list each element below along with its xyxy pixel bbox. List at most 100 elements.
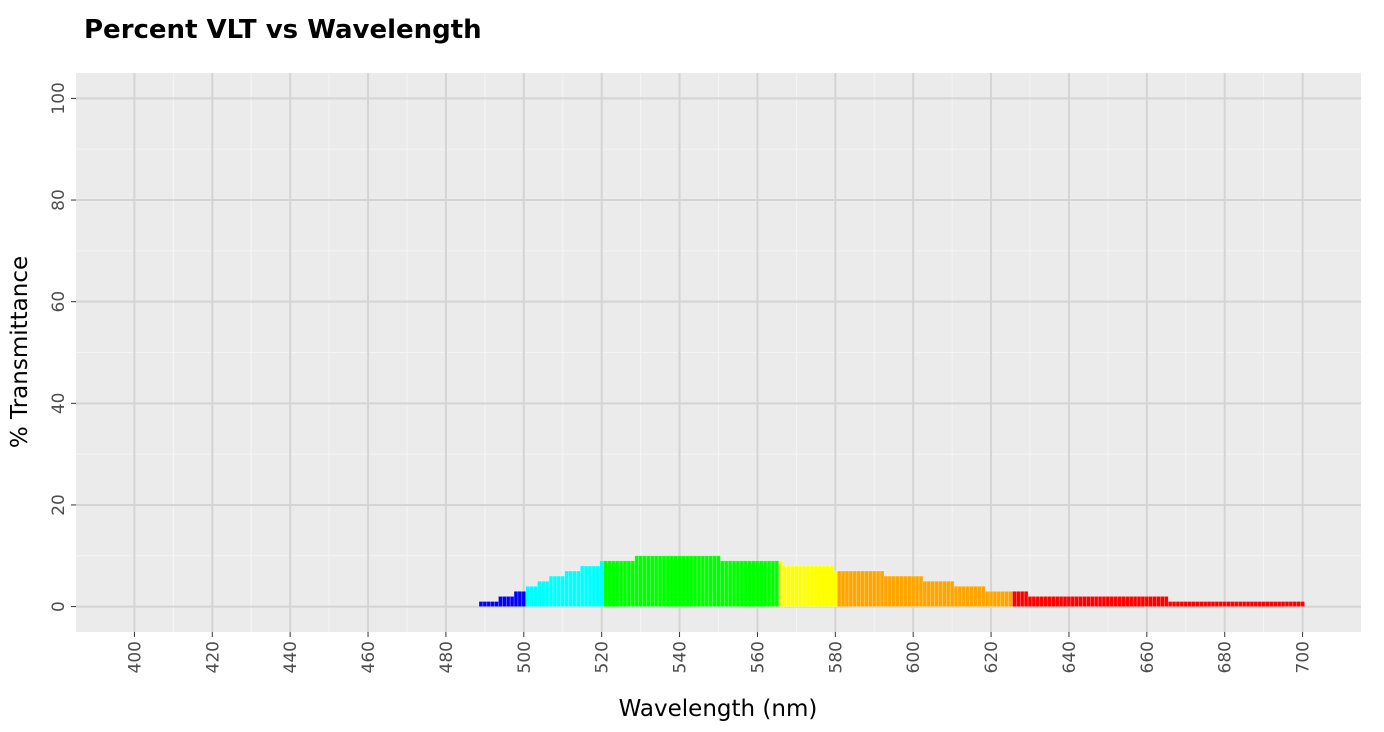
bar-647nm <box>1093 596 1099 607</box>
bar-644nm <box>1082 596 1087 607</box>
bar-536nm <box>661 555 667 607</box>
bar-689nm <box>1257 601 1263 607</box>
x-tick-label: 400 <box>125 641 145 673</box>
bar-584nm <box>848 570 854 607</box>
bar-646nm <box>1090 596 1095 607</box>
bar-540nm <box>677 555 682 607</box>
bar-553nm <box>727 560 733 607</box>
bar-700nm <box>1300 601 1305 607</box>
bar-582nm <box>840 570 846 607</box>
bar-638nm <box>1058 596 1064 607</box>
bar-554nm <box>731 560 737 607</box>
bar-601nm <box>914 575 920 607</box>
bar-524nm <box>615 560 620 607</box>
bar-500nm <box>521 591 527 607</box>
x-tick-label: 680 <box>1216 641 1236 673</box>
bar-698nm <box>1292 601 1298 607</box>
bar-517nm <box>587 565 593 607</box>
bar-662nm <box>1152 596 1157 607</box>
bar-600nm <box>910 575 916 607</box>
bar-671nm <box>1187 601 1192 607</box>
bar-578nm <box>825 565 830 607</box>
bar-595nm <box>891 575 896 607</box>
bar-699nm <box>1296 601 1301 607</box>
bar-506nm <box>544 580 550 607</box>
bar-495nm <box>502 596 507 607</box>
y-axis-ticks: 0 20 40 60 80 100 <box>49 82 76 612</box>
y-axis-label: % Transmittance <box>7 256 33 448</box>
bar-581nm <box>836 570 842 607</box>
bar-625nm <box>1008 591 1013 607</box>
bar-624nm <box>1004 591 1009 607</box>
bar-620nm <box>988 591 994 607</box>
bar-491nm <box>486 601 492 607</box>
bar-686nm <box>1245 601 1251 607</box>
bar-630nm <box>1027 596 1033 607</box>
bar-583nm <box>844 570 850 607</box>
bar-673nm <box>1195 601 1200 607</box>
y-tick-label: 20 <box>49 494 69 516</box>
bar-516nm <box>583 565 589 607</box>
bar-691nm <box>1265 601 1270 607</box>
bar-577nm <box>821 565 826 607</box>
bar-586nm <box>856 570 861 607</box>
bar-617nm <box>977 585 982 607</box>
bar-565nm <box>774 560 780 607</box>
bar-518nm <box>591 565 597 607</box>
bar-527nm <box>626 560 632 607</box>
bar-604nm <box>926 580 932 607</box>
bar-623nm <box>1000 591 1006 607</box>
x-tick-label: 660 <box>1138 641 1158 673</box>
x-tick-label: 700 <box>1294 641 1314 673</box>
bar-639nm <box>1062 596 1068 607</box>
bar-567nm <box>782 565 787 607</box>
bar-513nm <box>572 570 577 607</box>
bar-521nm <box>603 560 608 607</box>
bar-505nm <box>541 580 546 607</box>
bar-542nm <box>685 555 690 607</box>
bar-631nm <box>1031 596 1037 607</box>
x-axis-ticks: 400 420 440 460 480 500 520 540 560 580 600 620 640 6… <box>125 632 1314 673</box>
bar-519nm <box>595 565 601 607</box>
x-tick-label: 560 <box>748 641 768 673</box>
bar-666nm <box>1167 601 1173 607</box>
bar-569nm <box>790 565 795 607</box>
bar-529nm <box>634 555 639 607</box>
bar-606nm <box>934 580 939 607</box>
bar-655nm <box>1125 596 1130 607</box>
bar-557nm <box>743 560 749 607</box>
bar-568nm <box>786 565 791 607</box>
x-axis-label: Wavelength (nm) <box>619 696 818 722</box>
bar-693nm <box>1273 601 1278 607</box>
bar-695nm <box>1280 601 1286 607</box>
bar-677nm <box>1210 601 1216 607</box>
bar-611nm <box>953 585 959 607</box>
bar-571nm <box>798 565 803 607</box>
bar-492nm <box>490 601 495 607</box>
bar-672nm <box>1191 601 1196 607</box>
bar-525nm <box>618 560 624 607</box>
bar-605nm <box>930 580 935 607</box>
x-tick-label: 640 <box>1060 641 1080 673</box>
bar-683nm <box>1234 601 1239 607</box>
bar-612nm <box>957 585 963 607</box>
bar-619nm <box>984 591 990 607</box>
bar-633nm <box>1039 596 1044 607</box>
bar-687nm <box>1249 601 1255 607</box>
bar-697nm <box>1288 601 1294 607</box>
bar-618nm <box>981 585 986 607</box>
bar-678nm <box>1214 601 1220 607</box>
x-tick-label: 600 <box>904 641 924 673</box>
y-tick-label: 40 <box>49 392 69 414</box>
bar-641nm <box>1070 596 1076 607</box>
bar-537nm <box>665 555 671 607</box>
bar-607nm <box>938 580 943 607</box>
bar-563nm <box>766 560 772 607</box>
bar-688nm <box>1253 601 1259 607</box>
bar-668nm <box>1175 601 1181 607</box>
bar-629nm <box>1023 591 1029 607</box>
bar-675nm <box>1202 601 1208 607</box>
x-tick-label: 480 <box>437 641 457 673</box>
bar-664nm <box>1160 596 1165 607</box>
